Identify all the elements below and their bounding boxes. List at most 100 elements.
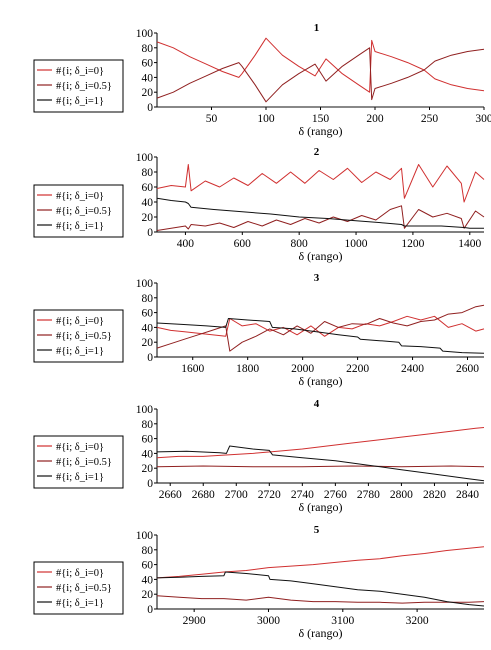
y-tick-label: 100: [136, 278, 154, 290]
legend-entry: #{i; δ_i=0.5}: [56, 583, 112, 594]
x-tick-label: 50: [206, 113, 218, 125]
x-tick-label: 250: [421, 113, 439, 125]
x-tick-label: 1000: [345, 238, 368, 250]
x-tick-label: 2820: [423, 489, 446, 501]
y-tick-label: 60: [142, 182, 154, 194]
series-line-1: [156, 465, 485, 468]
y-tick-label: 60: [142, 308, 154, 320]
y-tick-label: 0: [147, 102, 153, 114]
legend-entry: #{i; δ_i=1}: [56, 221, 104, 232]
legend-entry: #{i; δ_i=0}: [56, 191, 104, 202]
legend-entry: #{i; δ_i=1}: [56, 598, 104, 609]
legend-entry: #{i; δ_i=0.5}: [56, 206, 112, 217]
series-line-1: [156, 47, 485, 103]
x-tick-label: 2780: [357, 489, 380, 501]
x-axis-label: δ (rango): [299, 249, 343, 263]
legend-box: [33, 435, 124, 489]
legend-box: [33, 184, 124, 238]
legend-entry: #{i; δ_i=0}: [56, 316, 104, 327]
legend: #{i; δ_i=0} #{i; δ_i=0.5} #{i; δ_i=1}: [33, 59, 124, 113]
y-tick-label: 0: [147, 478, 153, 490]
y-tick-label: 80: [142, 419, 154, 431]
x-tick-label: 800: [291, 238, 309, 250]
y-tick-label: 20: [142, 463, 154, 475]
y-tick-label: 0: [147, 227, 153, 239]
y-tick-label: 20: [142, 337, 154, 349]
legend: #{i; δ_i=0} #{i; δ_i=0.5} #{i; δ_i=1}: [33, 309, 124, 363]
series-line-0: [156, 37, 485, 93]
x-tick-label: 2680: [192, 489, 215, 501]
y-tick-label: 40: [142, 448, 154, 460]
y-tick-label: 100: [136, 152, 154, 164]
legend-entry: #{i; δ_i=1}: [56, 346, 104, 357]
x-axis-label: δ (rango): [299, 626, 343, 640]
series-line-1: [156, 595, 485, 604]
y-tick-label: 0: [147, 352, 153, 364]
x-tick-label: 2400: [401, 363, 424, 375]
x-tick-label: 1200: [401, 238, 424, 250]
legend: #{i; δ_i=0} #{i; δ_i=0.5} #{i; δ_i=1}: [33, 435, 124, 489]
x-tick-label: 600: [234, 238, 252, 250]
x-tick-label: 2840: [456, 489, 479, 501]
x-tick-label: 3100: [331, 615, 354, 627]
legend-box: [33, 309, 124, 363]
series-line-2: [156, 318, 485, 354]
x-tick-label: 3000: [257, 615, 280, 627]
legend-entry: #{i; δ_i=0}: [56, 442, 104, 453]
x-axis-label: δ (rango): [299, 124, 343, 138]
x-tick-label: 2660: [159, 489, 182, 501]
y-tick-label: 80: [142, 43, 154, 55]
legend-entry: #{i; δ_i=1}: [56, 96, 104, 107]
chart-panel-5: 5 0 20 40 60 80 100 2900 3000 3100 3200 δ (rango) #{…: [33, 524, 485, 640]
y-tick-label: 80: [142, 545, 154, 557]
x-axis-label: δ (rango): [299, 374, 343, 388]
chart-panel-1: 1 0 20 40 60 80 100 50 100 150 200 250 300 δ (rango) #…: [33, 22, 491, 138]
y-tick-label: 80: [142, 167, 154, 179]
legend-entry: #{i; δ_i=0}: [56, 66, 104, 77]
chart-title: 4: [314, 398, 320, 410]
series-line-2: [156, 571, 485, 607]
series-line-0: [156, 546, 485, 579]
chart-panel-3: 3 0 20 40 60 80 100 1600 1800 2000 2200 2400 2600 δ (…: [33, 272, 485, 388]
y-tick-label: 100: [136, 530, 154, 542]
legend-box: [33, 561, 124, 615]
x-tick-label: 2000: [291, 363, 314, 375]
y-tick-label: 60: [142, 434, 154, 446]
chart-title: 1: [314, 22, 320, 34]
legend-entry: #{i; δ_i=0}: [56, 568, 104, 579]
series-line-1: [156, 205, 485, 231]
y-tick-label: 40: [142, 322, 154, 334]
legend-entry: #{i; δ_i=1}: [56, 472, 104, 483]
chart-title: 2: [314, 146, 320, 158]
x-tick-label: 2760: [324, 489, 347, 501]
x-tick-label: 100: [257, 113, 275, 125]
x-tick-label: 200: [366, 113, 384, 125]
y-tick-label: 40: [142, 197, 154, 209]
x-tick-label: 2720: [258, 489, 281, 501]
y-tick-label: 60: [142, 560, 154, 572]
x-tick-label: 2600: [456, 363, 479, 375]
x-tick-label: 150: [312, 113, 330, 125]
series-line-0: [156, 164, 485, 203]
x-tick-label: 2740: [291, 489, 314, 501]
legend: #{i; δ_i=0} #{i; δ_i=0.5} #{i; δ_i=1}: [33, 561, 124, 615]
y-tick-label: 100: [136, 28, 154, 40]
x-tick-label: 1400: [458, 238, 481, 250]
y-tick-label: 100: [136, 404, 154, 416]
y-tick-label: 40: [142, 72, 154, 84]
x-tick-label: 1800: [236, 363, 259, 375]
series-line-1: [156, 304, 485, 352]
x-tick-label: 2200: [346, 363, 369, 375]
y-tick-label: 20: [142, 589, 154, 601]
legend-entry: #{i; δ_i=0.5}: [56, 81, 112, 92]
x-tick-label: 2800: [390, 489, 413, 501]
legend-entry: #{i; δ_i=0.5}: [56, 331, 112, 342]
legend-box: [33, 59, 124, 113]
x-axis-label: δ (rango): [299, 500, 343, 514]
series-line-0: [156, 427, 485, 459]
x-tick-label: 300: [475, 113, 491, 125]
y-tick-label: 0: [147, 604, 153, 616]
y-tick-label: 40: [142, 574, 154, 586]
